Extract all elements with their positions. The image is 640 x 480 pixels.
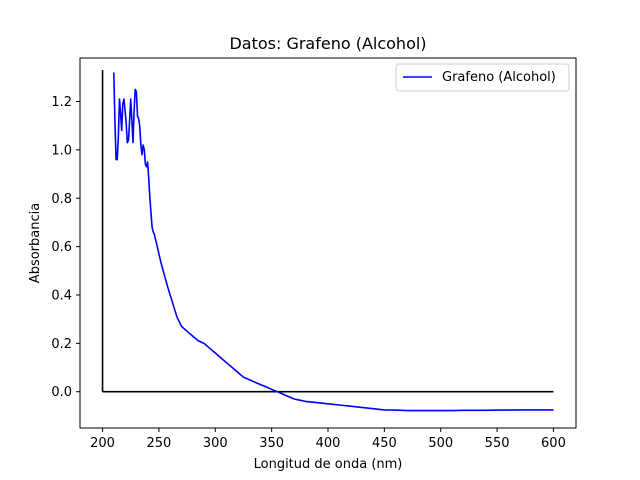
plot-area	[101, 70, 554, 412]
series-line-0	[113, 72, 554, 412]
y-tick-label: 1.2	[51, 95, 72, 110]
x-axis-label: Longitud de onda (nm)	[254, 457, 403, 472]
y-tick-label: 0.4	[51, 288, 72, 303]
x-tick-label: 500	[428, 436, 453, 451]
legend: Grafeno (Alcohol)	[395, 63, 570, 92]
y-tick-label: 0.0	[51, 385, 72, 400]
y-axis: 0.0 0.2 0.4 0.6 0.8 1.0 1.2	[51, 95, 80, 400]
x-tick-label: 350	[259, 436, 284, 451]
x-tick-label: 300	[203, 436, 228, 451]
y-tick-label: 0.2	[51, 337, 72, 352]
x-tick-label: 600	[541, 436, 566, 451]
chart-title: Datos: Grafeno (Alcohol)	[229, 34, 426, 53]
x-axis: 200 250 300 350 400 450 500 550 600	[90, 428, 566, 451]
legend-label: Grafeno (Alcohol)	[442, 70, 556, 85]
y-tick-label: 0.6	[51, 240, 72, 255]
x-tick-label: 200	[90, 436, 115, 451]
legend-box	[395, 63, 570, 92]
y-tick-label: 0.8	[51, 192, 72, 207]
x-tick-label: 250	[146, 436, 171, 451]
x-tick-label: 450	[372, 436, 397, 451]
y-tick-label: 1.0	[51, 143, 72, 158]
y-axis-label: Absorbancia	[28, 203, 43, 283]
x-tick-label: 400	[316, 436, 341, 451]
x-tick-label: 550	[485, 436, 510, 451]
